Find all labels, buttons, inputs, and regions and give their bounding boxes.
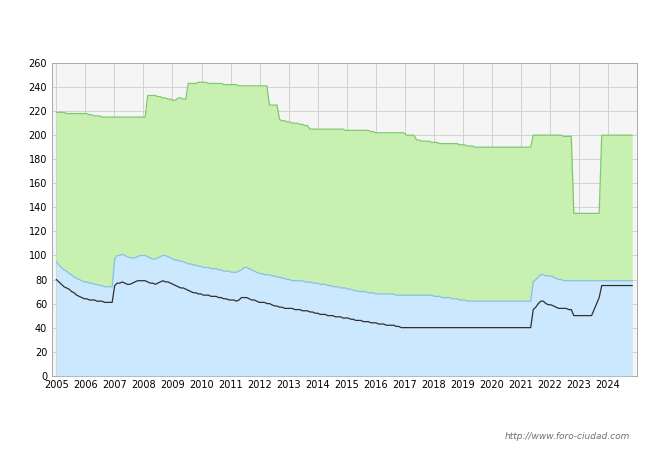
Text: Vistabella del Maestrat - Evolucion de la poblacion en edad de Trabajar Noviembr: Vistabella del Maestrat - Evolucion de l…	[64, 23, 586, 33]
Text: http://www.foro-ciudad.com: http://www.foro-ciudad.com	[505, 432, 630, 441]
